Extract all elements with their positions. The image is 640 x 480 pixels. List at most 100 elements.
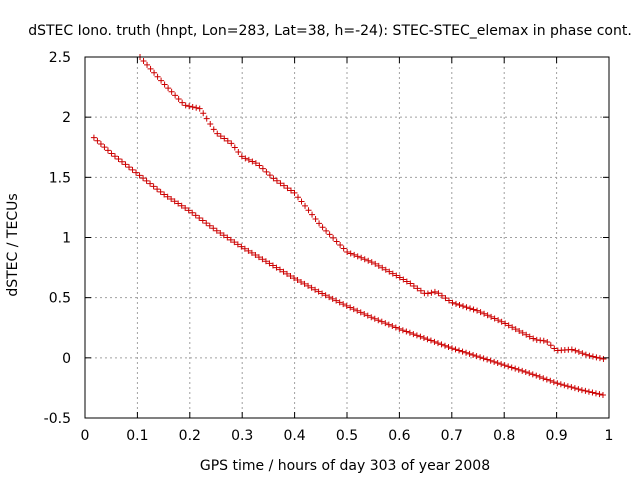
data-point (351, 251, 358, 258)
data-point (210, 225, 217, 232)
data-point (104, 147, 111, 154)
data-point (144, 61, 151, 68)
data-point (491, 358, 498, 365)
data-point (544, 339, 551, 346)
data-point (427, 337, 434, 344)
data-point (557, 381, 564, 388)
data-point (350, 306, 357, 313)
y-tick-label: 2 (62, 110, 71, 126)
data-point (154, 186, 161, 193)
data-point (596, 355, 603, 362)
data-point (424, 290, 431, 297)
data-point (512, 365, 519, 372)
data-point (361, 256, 368, 263)
data-point (406, 329, 413, 336)
data-point (161, 191, 168, 198)
data-point (115, 155, 122, 162)
data-point (536, 373, 543, 380)
data-point (122, 161, 129, 168)
data-point (477, 309, 484, 316)
data-point (199, 217, 206, 224)
data-point (196, 214, 203, 221)
data-point (445, 343, 452, 350)
data-point (333, 238, 340, 245)
data-point (533, 372, 540, 379)
data-point (333, 297, 340, 304)
data-point (498, 361, 505, 368)
data-point (593, 354, 600, 361)
data-point (470, 352, 477, 359)
data-point (319, 224, 326, 231)
data-point (308, 284, 315, 291)
data-point (108, 150, 115, 157)
data-point (210, 126, 217, 133)
data-point (529, 371, 536, 378)
data-point (291, 189, 298, 196)
x-tick-label: 0.7 (441, 428, 463, 444)
data-point (445, 297, 452, 304)
data-point (298, 278, 305, 285)
y-tick-label: -0.5 (44, 411, 71, 427)
data-point (396, 274, 403, 281)
y-tick-label: 0.5 (49, 291, 71, 307)
data-point (259, 165, 266, 172)
data-point (385, 321, 392, 328)
data-point (178, 202, 185, 209)
data-point (526, 370, 533, 377)
data-point (249, 158, 256, 165)
data-point (515, 366, 522, 373)
data-point (551, 345, 558, 352)
data-point (224, 234, 231, 241)
data-point (172, 92, 179, 99)
data-point (235, 148, 242, 155)
data-point (347, 250, 354, 257)
data-point (403, 278, 410, 285)
data-point (393, 272, 400, 279)
data-point (516, 327, 523, 334)
data-point (340, 245, 347, 252)
chart-title: dSTEC Iono. truth (hnpt, Lon=283, Lat=38… (28, 23, 632, 39)
data-point (481, 310, 488, 317)
data-point (322, 292, 329, 299)
data-point (200, 110, 207, 117)
data-point (508, 364, 515, 371)
data-point (168, 196, 175, 203)
data-point (477, 354, 484, 361)
data-point (276, 266, 283, 273)
data-point (154, 73, 161, 80)
data-point (231, 144, 238, 151)
x-tick-label: 0.5 (336, 428, 358, 444)
data-point (284, 270, 291, 277)
data-point (118, 158, 125, 165)
data-point (340, 301, 347, 308)
data-point (245, 247, 252, 254)
grid-lines (85, 57, 609, 418)
data-point (189, 209, 196, 216)
data-point (526, 333, 533, 340)
data-point (354, 253, 361, 260)
data-point (252, 252, 259, 259)
data-point (600, 355, 607, 362)
data-point (441, 342, 448, 349)
data-point (259, 256, 266, 263)
data-point (196, 105, 203, 112)
data-point (467, 305, 474, 312)
data-point (470, 306, 477, 313)
data-point (400, 276, 407, 283)
data-point (207, 120, 214, 127)
data-point (192, 212, 199, 219)
data-point (495, 317, 502, 324)
data-point (266, 172, 273, 179)
x-tick-label: 0.4 (283, 428, 305, 444)
data-point (168, 88, 175, 95)
data-point (354, 307, 361, 314)
data-point (358, 254, 365, 261)
data-point (256, 162, 263, 169)
data-point (234, 241, 241, 248)
data-point (319, 290, 326, 297)
data-point (133, 169, 140, 176)
data-point (357, 309, 364, 316)
data-point (434, 340, 441, 347)
data-point (586, 352, 593, 359)
data-point (568, 346, 575, 353)
